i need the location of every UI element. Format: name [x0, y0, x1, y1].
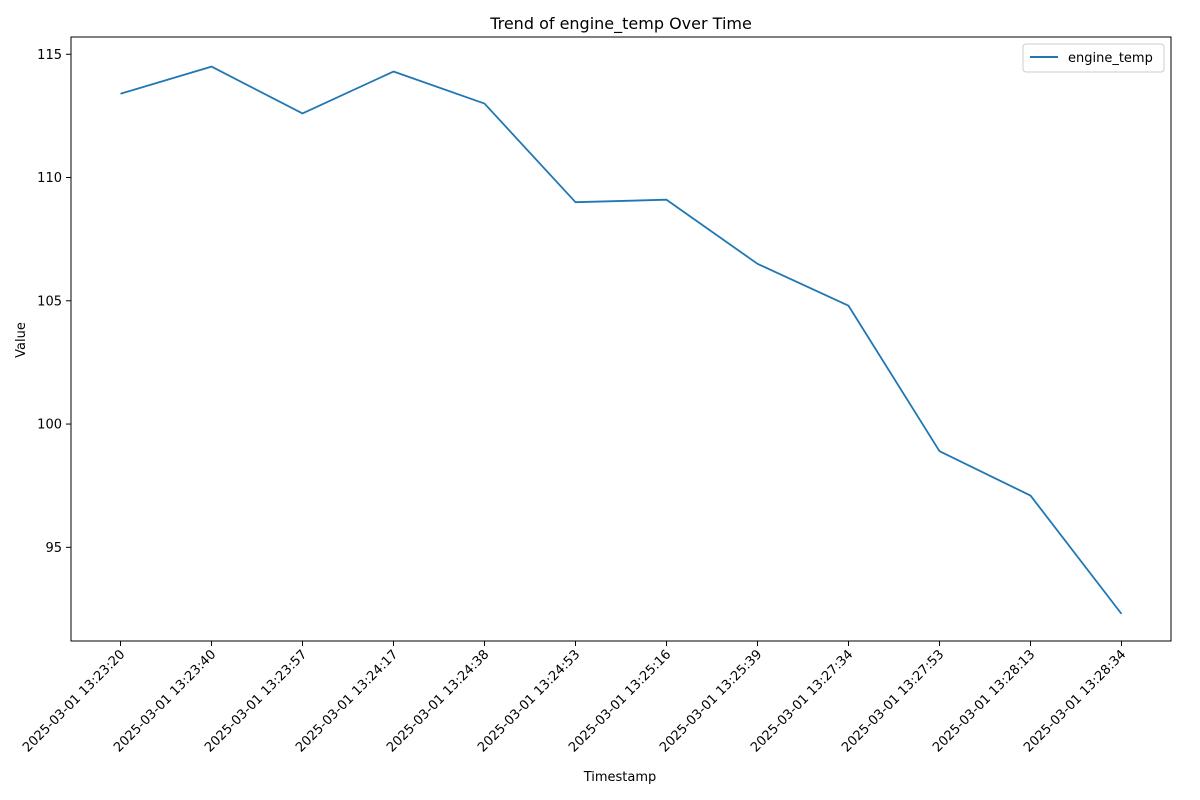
legend: engine_temp: [1022, 43, 1165, 73]
series-layer: [120, 65, 1123, 615]
y-axis: 95 100 105 110 115: [37, 48, 71, 556]
plot-frame: [70, 36, 1172, 642]
y-tick-label: 110: [37, 171, 62, 186]
chart-title: Trend of engine_temp Over Time: [489, 14, 752, 34]
y-tick-label: 105: [37, 294, 62, 309]
legend-label-engine-temp: engine_temp: [1068, 51, 1153, 66]
x-axis-title: Timestamp: [583, 770, 657, 785]
y-tick-label: 115: [37, 48, 62, 63]
y-tick-label: 100: [37, 418, 62, 433]
plot-area: [70, 36, 1172, 642]
series-line-engine-temp: [120, 65, 1123, 615]
y-axis-title: Value: [14, 322, 29, 358]
y-tick-label: 95: [45, 541, 62, 556]
legend-box: [1022, 43, 1165, 73]
